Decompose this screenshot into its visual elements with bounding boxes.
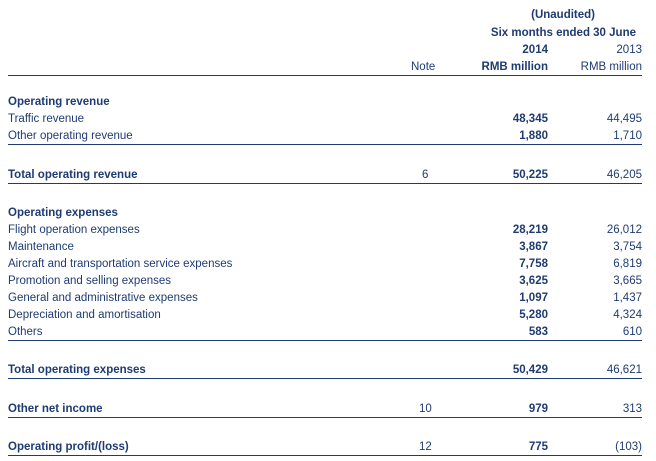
row-prior-depreciation: 4,324 [613,309,642,321]
total-expenses-prior: 46,621 [606,364,642,376]
row-prior-other-revenue: 1,710 [613,130,642,142]
header-year-prior: 2013 [616,44,642,56]
other-income-note: 10 [419,403,432,415]
row-label-promotion-selling: Promotion and selling expenses [8,275,172,287]
total-expenses-current: 50,429 [512,364,548,376]
other-income-label: Other net income [8,403,103,415]
row-current-maintenance: 3,867 [519,241,548,253]
header-unit-prior: RMB million [580,61,642,73]
expenses-subtotal-rule [8,340,642,341]
row-label-flight-operation: Flight operation expenses [8,224,140,236]
row-label-aircraft-transportation: Aircraft and transportation service expe… [8,258,233,270]
header-unaudited: (Unaudited) [531,9,595,21]
section-title-expenses: Operating expenses [8,207,118,219]
row-label-traffic-revenue: Traffic revenue [8,113,85,125]
row-prior-aircraft-transportation: 6,819 [613,258,642,270]
row-label-others: Others [8,326,43,338]
row-current-depreciation: 5,280 [519,309,548,321]
total-expenses-label: Total operating expenses [8,364,146,376]
row-prior-traffic-revenue: 44,495 [606,113,642,125]
header-year-current: 2014 [522,44,548,56]
row-current-aircraft-transportation: 7,758 [519,258,548,270]
total-expenses-rule [8,378,642,379]
row-prior-general-admin: 1,437 [613,292,642,304]
row-label-maintenance: Maintenance [8,241,74,253]
total-revenue-prior: 46,205 [606,169,642,181]
other-income-current: 979 [528,403,548,415]
operating-profit-note: 12 [419,441,432,453]
total-revenue-label: Total operating revenue [8,169,138,181]
other-income-prior: 313 [622,403,642,415]
total-revenue-rule [8,183,642,184]
revenue-subtotal-rule [8,144,642,145]
row-prior-maintenance: 3,754 [613,241,642,253]
row-prior-flight-operation: 26,012 [606,224,642,236]
row-label-other-revenue: Other operating revenue [8,130,133,142]
row-current-other-revenue: 1,880 [519,130,548,142]
header-period: Six months ended 30 June [490,27,636,39]
row-label-depreciation: Depreciation and amortisation [8,309,161,321]
header-rule [8,75,642,76]
operating-profit-label: Operating profit/(loss) [8,441,129,453]
total-revenue-note: 6 [422,169,429,181]
row-current-traffic-revenue: 48,345 [512,113,548,125]
row-prior-promotion-selling: 3,665 [613,275,642,287]
operating-profit-rule [8,455,642,456]
row-current-flight-operation: 28,219 [512,224,548,236]
row-label-general-admin: General and administrative expenses [8,292,198,304]
row-prior-others: 610 [622,326,642,338]
section-title-revenue: Operating revenue [8,96,110,108]
operating-profit-current: 775 [528,441,548,453]
row-current-promotion-selling: 3,625 [519,275,548,287]
other-income-rule [8,417,642,418]
row-current-general-admin: 1,097 [519,292,548,304]
total-revenue-current: 50,225 [512,169,548,181]
header-unit-current: RMB million [481,61,548,73]
operating-profit-prior: (103) [615,441,642,453]
row-current-others: 583 [528,326,548,338]
header-note: Note [411,61,436,73]
